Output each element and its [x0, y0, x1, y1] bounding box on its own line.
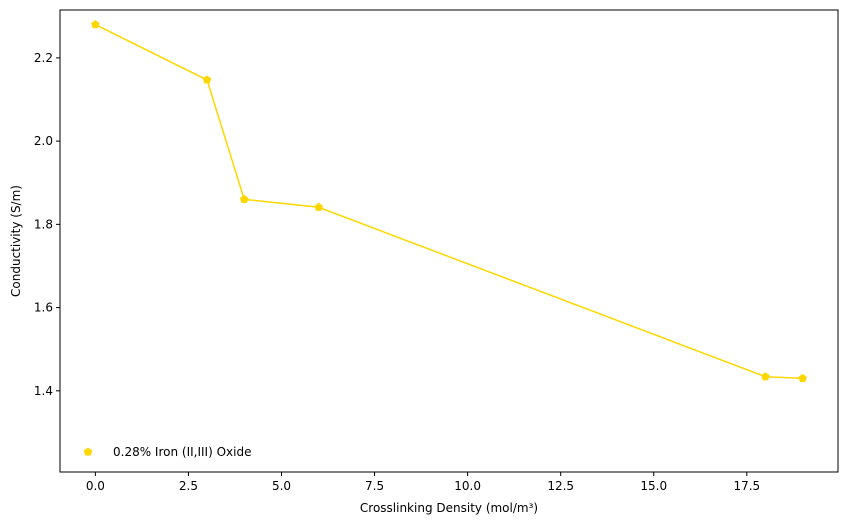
x-tick-label: 10.0 — [454, 479, 481, 493]
x-tick-label: 2.5 — [179, 479, 198, 493]
x-tick-label: 7.5 — [365, 479, 384, 493]
data-point — [798, 373, 807, 382]
y-tick-label: 2.2 — [34, 51, 53, 65]
series-line — [95, 23, 803, 380]
data-point — [761, 372, 770, 381]
data-point — [239, 194, 249, 204]
plot-frame — [59, 9, 839, 473]
x-tick-label: 5.0 — [272, 479, 291, 493]
y-tick-label: 2.0 — [34, 134, 53, 148]
y-axis-ticks: 1.4 1.6 1.8 2.0 2.2 — [34, 51, 60, 398]
legend-label: 0.28% Iron (II,III) Oxide — [113, 445, 251, 459]
plot-area — [60, 10, 838, 472]
y-tick-label: 1.6 — [34, 301, 53, 315]
data-point — [202, 75, 212, 84]
y-tick-label: 1.8 — [34, 217, 53, 231]
y-axis-label: Conductivity (S/m) — [9, 185, 23, 297]
y-tick-label: 1.4 — [34, 384, 53, 398]
data-point — [314, 202, 323, 211]
x-tick-label: 15.0 — [640, 479, 667, 493]
x-tick-label: 17.5 — [733, 479, 760, 493]
series-layer — [91, 20, 807, 382]
data-point — [91, 20, 100, 29]
legend: 0.28% Iron (II,III) Oxide — [83, 445, 251, 459]
x-axis-ticks: 0.0 2.5 5.0 7.5 10.0 12.5 15.0 17.5 — [86, 472, 760, 493]
x-tick-label: 0.0 — [86, 479, 105, 493]
legend-marker — [83, 447, 93, 456]
x-axis-label: Crosslinking Density (mol/m³) — [360, 501, 538, 515]
x-tick-label: 12.5 — [547, 479, 574, 493]
